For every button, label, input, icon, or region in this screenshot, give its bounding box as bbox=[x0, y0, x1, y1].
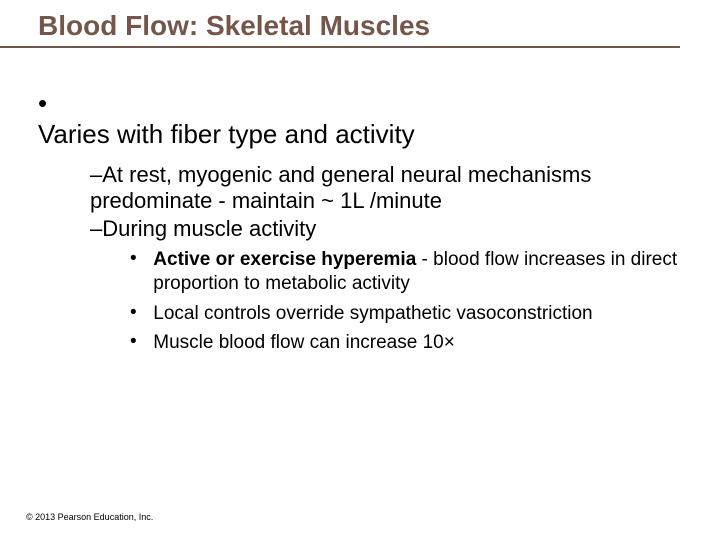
bullet-level3-text: Muscle blood flow can increase 10× bbox=[153, 331, 689, 355]
bullet-level3-text: Active or exercise hyperemia - blood flo… bbox=[153, 248, 689, 296]
bullet-dot-icon: • bbox=[38, 88, 62, 119]
bullet-level3: • Active or exercise hyperemia - blood f… bbox=[130, 248, 690, 296]
bullet-dot-icon: • bbox=[130, 302, 148, 324]
bullet-level2: – At rest, myogenic and general neural m… bbox=[90, 162, 690, 214]
bullet-dot-icon: • bbox=[130, 331, 148, 353]
bold-lead: Active or exercise hyperemia bbox=[153, 249, 416, 270]
bullet-level1: • Varies with fiber type and activity bbox=[38, 88, 690, 150]
dash-icon: – bbox=[90, 162, 102, 188]
bullet-level1-text: Varies with fiber type and activity bbox=[38, 119, 660, 150]
bullet-dot-icon: • bbox=[130, 248, 148, 270]
slide-title: Blood Flow: Skeletal Muscles bbox=[0, 0, 680, 48]
bullet-level2-text: At rest, myogenic and general neural mec… bbox=[90, 162, 591, 213]
rest-text: Muscle blood flow can increase 10× bbox=[153, 332, 455, 353]
slide-content: • Varies with fiber type and activity – … bbox=[0, 48, 720, 355]
bullet-level2: – During muscle activity bbox=[90, 216, 690, 242]
bullet-level3: • Local controls override sympathetic va… bbox=[130, 302, 690, 326]
copyright-footer: © 2013 Pearson Education, Inc. bbox=[26, 512, 153, 522]
bullet-level3: • Muscle blood flow can increase 10× bbox=[130, 331, 690, 355]
rest-text: Local controls override sympathetic vaso… bbox=[153, 303, 592, 324]
bullet-level2-text: During muscle activity bbox=[102, 216, 316, 241]
bullet-level3-text: Local controls override sympathetic vaso… bbox=[153, 302, 689, 326]
dash-icon: – bbox=[90, 216, 102, 242]
